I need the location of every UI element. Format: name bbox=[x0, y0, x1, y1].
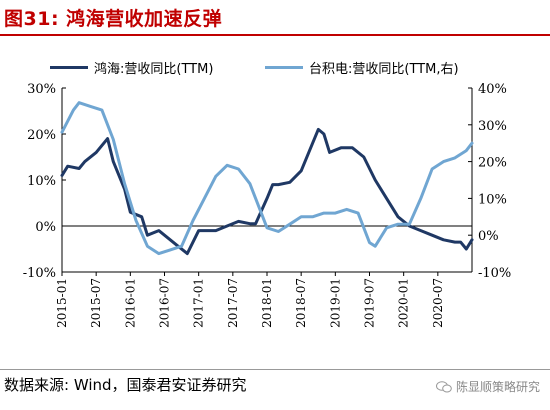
legend-swatch-series2 bbox=[265, 66, 303, 69]
x-tick-label: 2019-01 bbox=[328, 278, 342, 328]
source-note: 数据来源: Wind，国泰君安证券研究 bbox=[4, 376, 247, 394]
legend-item-series2: 台积电:营收同比(TTM,右) bbox=[265, 58, 459, 77]
x-tick-label: 2018-07 bbox=[294, 278, 308, 328]
figure-title: 图31: 鸿海营收加速反弹 bbox=[4, 8, 223, 30]
x-tick-label: 2016-01 bbox=[123, 278, 137, 328]
watermark-text: 陈显顺策略研究 bbox=[455, 380, 540, 394]
x-tick-label: 2020-01 bbox=[397, 278, 411, 328]
x-tick-label: 2018-01 bbox=[260, 278, 274, 328]
watermark: 陈显顺策略研究 bbox=[435, 378, 540, 395]
right-tick-label: 10% bbox=[478, 192, 507, 207]
legend-label-series1: 鸿海:营收同比(TTM) bbox=[94, 62, 214, 77]
left-tick-label: 30% bbox=[27, 82, 56, 97]
left-tick-label: 20% bbox=[27, 128, 56, 143]
right-tick-label: -10% bbox=[478, 266, 511, 281]
legend-item-series1: 鸿海:营收同比(TTM) bbox=[50, 58, 213, 77]
legend-label-series2: 台积电:营收同比(TTM,右) bbox=[309, 62, 459, 77]
x-tick-label: 2020-07 bbox=[431, 278, 445, 328]
x-tick-label: 2019-07 bbox=[363, 278, 377, 328]
right-tick-label: 40% bbox=[478, 82, 507, 97]
left-tick-label: -10% bbox=[23, 266, 56, 281]
left-tick-label: 10% bbox=[27, 174, 56, 189]
right-tick-label: 0% bbox=[478, 229, 499, 244]
right-tick-label: 30% bbox=[478, 119, 507, 134]
wechat-icon bbox=[435, 380, 452, 392]
chart-legend: 鸿海:营收同比(TTM) 台积电:营收同比(TTM,右) bbox=[0, 58, 550, 80]
x-tick-label: 2015-07 bbox=[89, 278, 103, 328]
series-line-2 bbox=[60, 101, 474, 256]
x-tick-label: 2017-01 bbox=[192, 278, 206, 328]
x-tick-label: 2015-01 bbox=[55, 278, 69, 328]
series-line-1 bbox=[60, 127, 474, 256]
x-tick-label: 2017-07 bbox=[226, 278, 240, 328]
title-divider bbox=[0, 34, 550, 36]
right-tick-label: 20% bbox=[478, 156, 507, 171]
footer-divider bbox=[0, 369, 550, 370]
x-tick-label: 2016-07 bbox=[158, 278, 172, 328]
left-tick-label: 0% bbox=[35, 220, 56, 235]
line-chart: -10% 0% 10% 20% 30% -10% 0% 10% 20% 30% 40% 2015-01… bbox=[23, 82, 512, 328]
legend-swatch-series1 bbox=[50, 66, 88, 69]
